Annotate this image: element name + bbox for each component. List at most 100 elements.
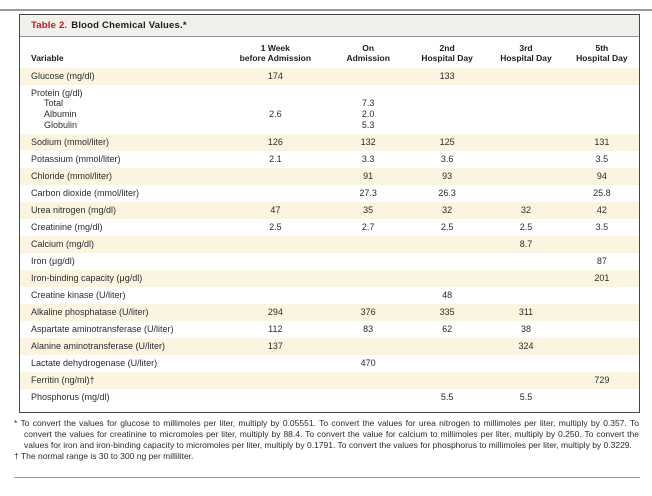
- cell-value: 27.3: [359, 188, 377, 198]
- table-row: Iron-binding capacity (μg/dl) 201: [20, 270, 639, 287]
- row-label: Alkaline phosphatase (U/liter): [20, 304, 222, 321]
- cell-value: 32: [406, 202, 488, 219]
- cell-value: 2.5: [519, 222, 533, 232]
- column-header-5th-hospital-day: 5th Hospital Day: [564, 37, 639, 68]
- cell-value: 25.8: [593, 188, 611, 198]
- cell-value: [565, 389, 639, 406]
- cell-value: [487, 185, 564, 202]
- cell-value: [565, 109, 639, 120]
- cell-value: 2.1: [269, 154, 282, 164]
- cell-value: [564, 338, 639, 355]
- row-label: Globulin: [44, 120, 78, 130]
- column-header-label: 3rd: [519, 43, 533, 53]
- cell-value: 335: [406, 304, 488, 321]
- table-row: Glucose (mg/dl) 174 133: [20, 68, 639, 85]
- column-header-label: 5th: [595, 43, 609, 53]
- cell-value: 2.7: [361, 222, 375, 232]
- cell-value: [487, 120, 564, 134]
- cell-value: 5.5: [440, 392, 454, 402]
- cell-value: 3.6: [440, 154, 454, 164]
- table-card: Table 2. Blood Chemical Values.* Variabl…: [19, 14, 640, 413]
- cell-value: [221, 372, 330, 389]
- cell-value: 132: [329, 134, 407, 151]
- cell-value: [565, 355, 639, 372]
- row-label: Urea nitrogen (mg/dl): [20, 202, 222, 219]
- table-row: Calcium (mg/dl) 8.7: [20, 236, 639, 253]
- row-label: Potassium (mmol/liter): [31, 154, 121, 164]
- cell-value: [564, 304, 639, 321]
- cell-value: [221, 98, 329, 109]
- table-row: Globulin 5.3: [20, 120, 639, 134]
- column-header-variable: Variable: [20, 37, 222, 68]
- cell-value: [565, 287, 639, 304]
- cell-value: 126: [221, 134, 330, 151]
- column-header-label: before Admission: [239, 53, 312, 63]
- cell-value: 94: [564, 168, 639, 185]
- cell-value: 26.3: [438, 188, 456, 198]
- cell-value: [487, 134, 565, 151]
- row-label: Carbon dioxide (mmol/liter): [31, 188, 140, 198]
- row-label: Total: [44, 98, 64, 108]
- cell-value: [407, 98, 487, 109]
- cell-value: [329, 253, 406, 270]
- cell-value: [487, 270, 565, 287]
- table-row: Urea nitrogen (mg/dl) 47 35 32 32 42: [20, 202, 639, 219]
- cell-value: [487, 85, 564, 98]
- cell-value: [221, 120, 329, 134]
- row-label: Aspartate aminotransferase (U/liter): [31, 324, 174, 334]
- cell-value: 83: [363, 324, 374, 334]
- footnote-conversion: * To convert the values for glucose to m…: [14, 418, 639, 451]
- cell-value: [487, 98, 564, 109]
- cell-value: [565, 321, 639, 338]
- table-row: Chloride (mmol/liter) 91 93 94: [20, 168, 639, 185]
- footnote-normal-range: † The normal range is 30 to 300 ng per m…: [14, 451, 639, 462]
- cell-value: [329, 68, 407, 85]
- column-header-label: Admission: [346, 53, 390, 63]
- cell-value: [406, 338, 488, 355]
- table-row: Protein (g/dl): [20, 85, 639, 98]
- row-label: Albumin: [44, 109, 77, 119]
- cell-value: [407, 109, 487, 120]
- cell-value: [406, 372, 488, 389]
- column-header-2nd-hospital-day: 2nd Hospital Day: [406, 37, 488, 68]
- table-row: Lactate dehydrogenase (U/liter) 470: [20, 355, 639, 372]
- row-label: Calcium (mg/dl): [20, 236, 222, 253]
- table-row: Alkaline phosphatase (U/liter) 294 376 335 3…: [20, 304, 639, 321]
- cell-value: 8.7: [487, 236, 565, 253]
- column-header-label: On: [362, 43, 375, 53]
- cell-value: [565, 98, 639, 109]
- cell-value: 32: [487, 202, 565, 219]
- table-title-bar: Table 2. Blood Chemical Values.*: [20, 15, 639, 37]
- table-row: Creatine kinase (U/liter) 48: [20, 287, 639, 304]
- table-row: Albumin 2.6 2.0: [20, 109, 639, 120]
- cell-value: [564, 236, 639, 253]
- column-header-label: 2nd: [439, 43, 455, 53]
- row-label: Glucose (mg/dl): [20, 68, 222, 85]
- cell-value: 131: [564, 134, 639, 151]
- column-header-1-week-before-admission: 1 Week before Admission: [221, 37, 330, 68]
- cell-value: 470: [360, 358, 376, 368]
- cell-value: 5.3: [361, 120, 375, 130]
- cell-value: 201: [564, 270, 639, 287]
- cell-value: 38: [521, 324, 532, 334]
- cell-value: [406, 236, 488, 253]
- cell-value: [407, 120, 487, 134]
- cell-value: 2.5: [269, 222, 282, 232]
- cell-value: [329, 270, 407, 287]
- row-label: Sodium (mmol/liter): [20, 134, 222, 151]
- cell-value: 87: [596, 256, 607, 266]
- page-bottom-rule: [14, 477, 640, 478]
- column-header-label: Hospital Day: [421, 53, 473, 63]
- row-label: Protein (g/dl): [31, 88, 83, 98]
- cell-value: 3.5: [595, 222, 609, 232]
- table-row: Alanine aminotransferase (U/liter) 137 324: [20, 338, 639, 355]
- cell-value: 5.5: [519, 392, 533, 402]
- cell-value: [487, 253, 564, 270]
- column-header-label: 1 Week: [260, 43, 290, 53]
- table-row: Carbon dioxide (mmol/liter) 27.3 26.3 25.8: [20, 185, 639, 202]
- cell-value: 294: [221, 304, 330, 321]
- cell-value: [329, 389, 406, 406]
- cell-value: 93: [406, 168, 488, 185]
- cell-value: [565, 120, 639, 134]
- cell-value: [329, 372, 407, 389]
